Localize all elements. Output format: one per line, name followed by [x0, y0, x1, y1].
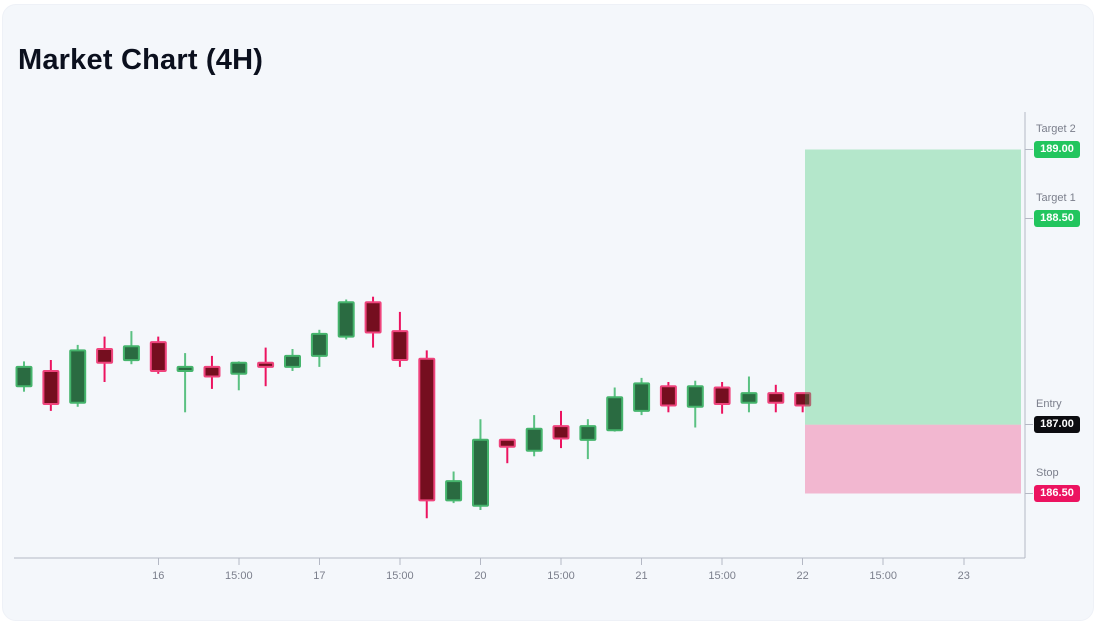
- candle-body: [740, 392, 758, 404]
- candle-body: [42, 370, 60, 405]
- candle-body: [149, 341, 167, 373]
- candle-body: [230, 361, 248, 375]
- candle-body: [203, 365, 221, 378]
- candle-body: [364, 301, 382, 334]
- candle-body: [391, 330, 409, 362]
- candle-body: [525, 427, 543, 452]
- candle-body: [794, 392, 812, 407]
- chart-card: [2, 4, 1094, 621]
- candle-body: [686, 385, 704, 408]
- candle-body: [713, 386, 731, 405]
- candle-body: [15, 365, 33, 388]
- page-title: Market Chart (4H): [18, 44, 264, 77]
- candle-body: [445, 480, 463, 502]
- level-price-badge-target-2[interactable]: 189.00: [1034, 141, 1080, 158]
- candle-body: [69, 349, 87, 404]
- candle-body: [579, 425, 597, 441]
- loss-zone: [805, 424, 1021, 494]
- candle-body: [257, 361, 275, 368]
- candle-body: [472, 438, 489, 507]
- level-price-badge-entry[interactable]: 187.00: [1034, 416, 1080, 434]
- candle-body: [767, 392, 785, 404]
- candle-body: [418, 357, 436, 502]
- candle-body: [498, 438, 516, 448]
- candle-body: [310, 332, 328, 357]
- candle-body: [659, 385, 677, 407]
- candle-body: [284, 354, 301, 368]
- candle-body: [122, 345, 140, 362]
- profit-zone: [805, 149, 1021, 425]
- level-price-badge-target-1[interactable]: 188.50: [1034, 209, 1080, 227]
- candle-body: [176, 365, 194, 372]
- candle-body: [552, 425, 570, 440]
- candle-body: [606, 396, 624, 432]
- candle-body: [96, 348, 114, 364]
- candle-body: [337, 301, 355, 338]
- candle-body: [633, 382, 651, 412]
- level-price-badge-stop[interactable]: 186.50: [1034, 485, 1080, 502]
